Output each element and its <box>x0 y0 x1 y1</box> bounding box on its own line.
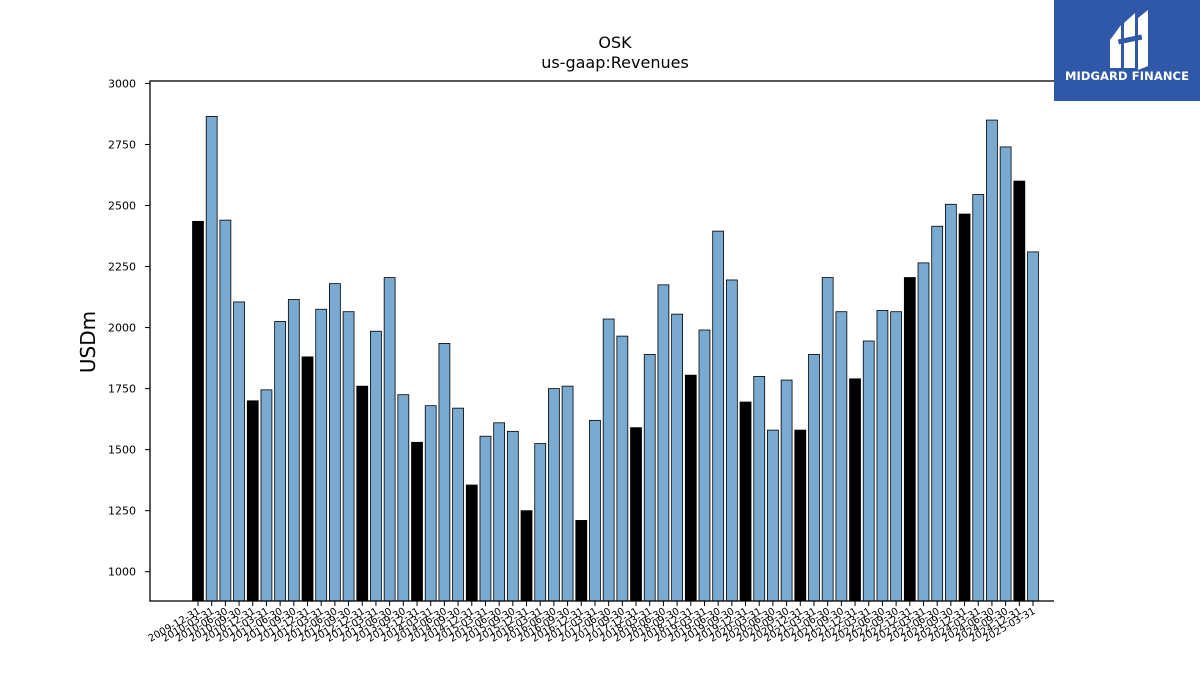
y-tick-label: 2500 <box>108 200 136 213</box>
bar-2014-12-31 <box>465 484 478 602</box>
bar-2021-12-31 <box>849 378 861 602</box>
y-tick-label: 1750 <box>108 383 136 396</box>
bar-2024-12-31 <box>1013 180 1026 602</box>
bar-2017-12-31 <box>630 427 642 602</box>
y-tick-label: 3000 <box>108 77 136 90</box>
bar-2016-12-31 <box>575 520 588 602</box>
bar-2012-06-30 <box>329 283 341 602</box>
y-tick-label: 2750 <box>108 138 136 151</box>
bar-2010-12-31 <box>246 400 259 602</box>
logo-text: MIDGARD FINANCE <box>1064 69 1190 83</box>
x-axis-ticks: 2009-12-312010-03-312010-06-302010-09-30… <box>147 601 1038 645</box>
bar-2020-09-30 <box>780 379 793 602</box>
bar-2022-12-31 <box>903 277 916 602</box>
bar-2013-03-31 <box>370 330 382 602</box>
y-axis-label: USDm <box>76 311 100 373</box>
bar-2010-06-30 <box>219 219 232 602</box>
bar-2013-09-30 <box>397 394 410 602</box>
bar-2011-12-31 <box>301 356 314 602</box>
bar-2011-03-31 <box>260 389 273 602</box>
bar-2011-06-30 <box>274 321 287 602</box>
bar-2017-03-31 <box>589 419 601 602</box>
bar-2019-06-30 <box>712 230 725 602</box>
midgard-finance-logo: MIDGARD FINANCE <box>1054 0 1200 101</box>
bar-2020-03-31 <box>753 375 766 602</box>
chart-subtitle: us-gaap:Revenues <box>541 53 689 72</box>
bar-2010-03-31 <box>205 116 218 602</box>
bar-2021-09-30 <box>835 311 848 602</box>
bar-2012-12-31 <box>356 385 369 602</box>
bar-2019-09-30 <box>725 279 738 602</box>
bar-2014-09-30 <box>452 407 464 602</box>
bar-2013-06-30 <box>383 277 396 602</box>
bar-2020-12-31 <box>794 429 807 602</box>
bar-2012-03-31 <box>315 308 328 602</box>
bar-2014-06-30 <box>438 343 451 602</box>
bar-2015-03-31 <box>479 435 492 602</box>
bar-2025-03-31 <box>1027 251 1039 602</box>
revenue-chart: OSK us-gaap:Revenues USDm 1000 1250 1500 17… <box>76 33 1054 645</box>
bar-2009-12-31 <box>192 220 204 602</box>
bar-2015-09-30 <box>506 430 519 602</box>
bar-2018-12-31 <box>684 374 697 602</box>
y-tick-label: 1250 <box>108 505 136 518</box>
bar-2023-03-31 <box>917 262 930 602</box>
bar-2024-03-31 <box>972 194 985 602</box>
bars-group <box>192 116 1039 602</box>
plot-frame <box>149 80 1054 602</box>
bar-2019-12-31 <box>739 401 752 602</box>
bar-2013-12-31 <box>411 441 423 602</box>
bar-2015-06-30 <box>493 422 506 602</box>
bar-2023-09-30 <box>944 203 957 602</box>
bar-2017-06-30 <box>602 318 615 602</box>
bar-2022-03-31 <box>862 340 875 602</box>
bar-2014-03-31 <box>424 405 437 602</box>
bar-2021-03-31 <box>808 354 820 602</box>
bar-2022-06-30 <box>876 310 889 602</box>
y-tick-label: 1000 <box>108 566 136 579</box>
bar-2011-09-30 <box>287 299 300 602</box>
bar-2019-03-31 <box>698 329 711 602</box>
bar-2024-09-30 <box>999 146 1012 602</box>
bar-2016-06-30 <box>548 388 560 602</box>
bar-2021-06-30 <box>821 277 834 602</box>
bar-2022-09-30 <box>890 311 902 602</box>
logo-mark-icon <box>1110 10 1148 70</box>
chart-title: OSK <box>598 33 632 52</box>
bar-2020-06-30 <box>767 429 779 602</box>
bar-2023-06-30 <box>931 225 944 602</box>
bar-2018-06-30 <box>657 284 670 602</box>
bar-2016-09-30 <box>561 385 574 602</box>
bar-2023-12-31 <box>958 213 971 602</box>
bar-2016-03-31 <box>534 443 547 602</box>
bar-2017-09-30 <box>616 335 629 602</box>
bar-2010-09-30 <box>233 301 245 602</box>
y-tick-label: 2250 <box>108 261 136 274</box>
bar-2018-03-31 <box>643 354 656 602</box>
bar-2012-09-30 <box>342 311 355 602</box>
bar-2024-06-30 <box>986 119 998 602</box>
y-tick-label: 2000 <box>108 322 136 335</box>
bar-2018-09-30 <box>671 313 683 602</box>
bar-2015-12-31 <box>520 510 533 602</box>
y-tick-label: 1500 <box>108 444 136 457</box>
y-axis-ticks: 1000 1250 1500 1750 2000 2250 2500 2750 3000 <box>108 77 150 579</box>
